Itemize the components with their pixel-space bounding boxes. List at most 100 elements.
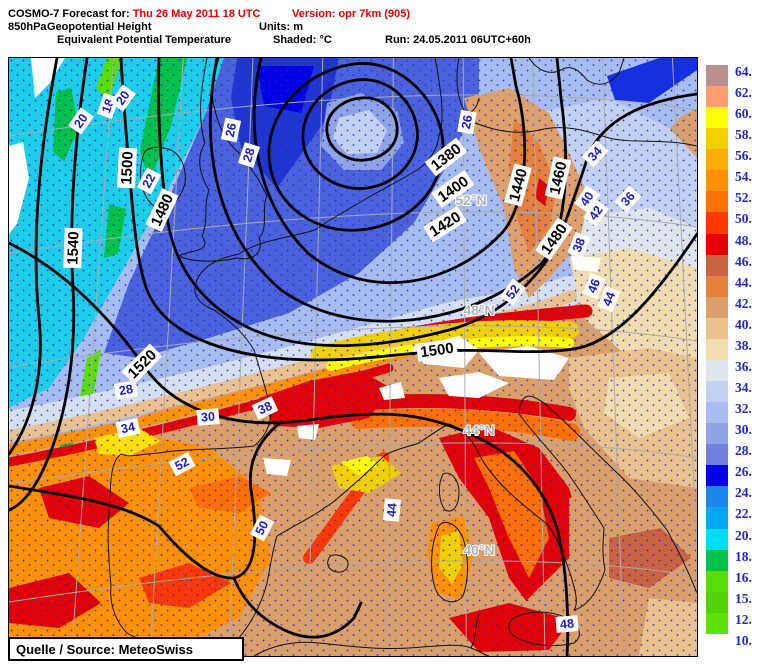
colorbar-label: 36. (735, 358, 752, 374)
latitude-label: 52°N (455, 192, 486, 208)
colorbar-swatch (706, 128, 728, 150)
colorbar-label: 44. (735, 274, 752, 290)
theta-label: 36 (614, 185, 642, 213)
version-label: Version: opr 7km (905) (292, 8, 410, 20)
run-label: Run: 24.05.2011 06UTC+60h (385, 34, 531, 46)
units-label: Units: m (259, 21, 303, 33)
svg-text:28: 28 (240, 146, 258, 164)
colorbar-label: 46. (735, 253, 752, 269)
theta-label: 38 (251, 396, 279, 420)
colorbar-swatch (706, 402, 728, 424)
svg-text:50: 50 (253, 519, 272, 538)
colorbar-label: 20. (735, 527, 752, 543)
colorbar-swatch (706, 507, 728, 530)
colorbar-label: 34. (735, 380, 752, 396)
height-contour-label: 1500 (415, 338, 459, 362)
valid-time: Thu 26 May 2011 18 UTC (132, 8, 261, 20)
theta-label: 52 (500, 278, 526, 306)
theta-label: 44 (383, 498, 401, 522)
colorbar-swatch (706, 528, 728, 551)
svg-text:20: 20 (71, 111, 90, 130)
colorbar-swatch (706, 212, 728, 235)
colorbar-swatch (706, 591, 728, 614)
latitude-labels: 52°N 48°N 44°N 40°N (454, 191, 495, 559)
colorbar-swatch (706, 444, 728, 466)
theta-label: 46 (582, 272, 606, 300)
colorbar-label: 64. (735, 64, 752, 79)
svg-text:48: 48 (559, 616, 574, 631)
theta-label: 44 (597, 285, 621, 313)
colorbar-swatch (706, 423, 728, 445)
latitude-label: 44°N (463, 422, 494, 438)
height-contour-label: 1540 (63, 227, 83, 269)
colorbar-swatch (706, 381, 728, 403)
svg-text:1500: 1500 (419, 340, 454, 361)
forecast-map: 52°N 48°N 44°N 40°N 18 20 20 22 26 28 26 34 28 34 30 38… (8, 57, 698, 657)
svg-text:1540: 1540 (64, 231, 82, 265)
colorbar-swatch (706, 570, 728, 593)
colorbar-label: 30. (735, 422, 752, 438)
theta-label: 26 (220, 117, 242, 143)
colorbar-label: 18. (735, 548, 752, 564)
source-label: Quelle / Source: MeteoSwiss (16, 641, 193, 657)
colorbar-label: 28. (735, 443, 752, 459)
colorbar-swatch (706, 170, 728, 192)
theta-label: 52 (168, 451, 196, 477)
svg-text:30: 30 (200, 409, 215, 424)
svg-text:38: 38 (256, 399, 275, 418)
colorbar-label: 15. (735, 590, 752, 606)
theta-label: 20 (68, 107, 94, 135)
colorbar: 64. 62. 60. 58. 56. 54. 52. 50. 48. 46. 44. 42. 40. 3… (706, 64, 762, 647)
theta-label: 30 (196, 408, 220, 426)
svg-text:52: 52 (173, 455, 192, 474)
colorbar-label: 32. (735, 401, 752, 417)
field1-label: Geopotential Height (47, 21, 152, 33)
svg-text:40: 40 (577, 189, 596, 208)
level-label: 850hPa (8, 21, 47, 33)
theta-label: 28 (237, 142, 261, 168)
latitude-label: 40°N (463, 542, 494, 558)
svg-text:22: 22 (140, 172, 159, 191)
theta-label: 42 (583, 199, 609, 227)
svg-text:26: 26 (459, 114, 475, 130)
colorbar-label: 26. (735, 464, 752, 480)
colorbar-swatch (706, 317, 728, 340)
svg-text:38: 38 (570, 236, 588, 254)
colorbar-swatch (706, 465, 728, 487)
colorbar-swatch (706, 486, 728, 508)
theta-label: 26 (457, 109, 477, 135)
colorbar-label: 16. (735, 569, 752, 585)
colorbar-label: 24. (735, 485, 752, 501)
theta-label: 28 (113, 380, 139, 400)
colorbar-swatch (706, 254, 728, 277)
colorbar-label: 22. (735, 506, 752, 522)
colorbar-label: 52. (735, 190, 752, 206)
svg-text:42: 42 (586, 203, 605, 222)
colorbar-label: 62. (735, 85, 752, 101)
colorbar-swatch (706, 149, 728, 171)
svg-text:52: 52 (503, 282, 522, 301)
theta-label: 34 (115, 417, 141, 439)
shaded-label: Shaded: °C (273, 34, 332, 46)
theta-label: 20 (110, 84, 136, 112)
coastlines (107, 58, 697, 656)
colorbar-label: 50. (735, 211, 752, 227)
colorbar-swatch (706, 233, 728, 256)
svg-text:44: 44 (600, 290, 618, 308)
theta-label: 34 (581, 140, 609, 168)
model-label: COSMO-7 Forecast for: (8, 8, 130, 20)
field2-label: Equivalent Potential Temperature (57, 34, 232, 46)
svg-text:44: 44 (384, 502, 399, 517)
theta-label: 48 (555, 615, 579, 633)
colorbar-label: 54. (735, 169, 752, 185)
colorbar-swatch (706, 612, 728, 635)
svg-text:46: 46 (585, 277, 603, 295)
colorbar-swatch (706, 86, 728, 108)
colorbar-label: 56. (735, 148, 752, 164)
svg-text:34: 34 (120, 420, 137, 437)
colorbar-swatch (706, 65, 728, 87)
colorbar-swatch (706, 359, 728, 382)
height-contour-label: 1500 (116, 147, 138, 189)
